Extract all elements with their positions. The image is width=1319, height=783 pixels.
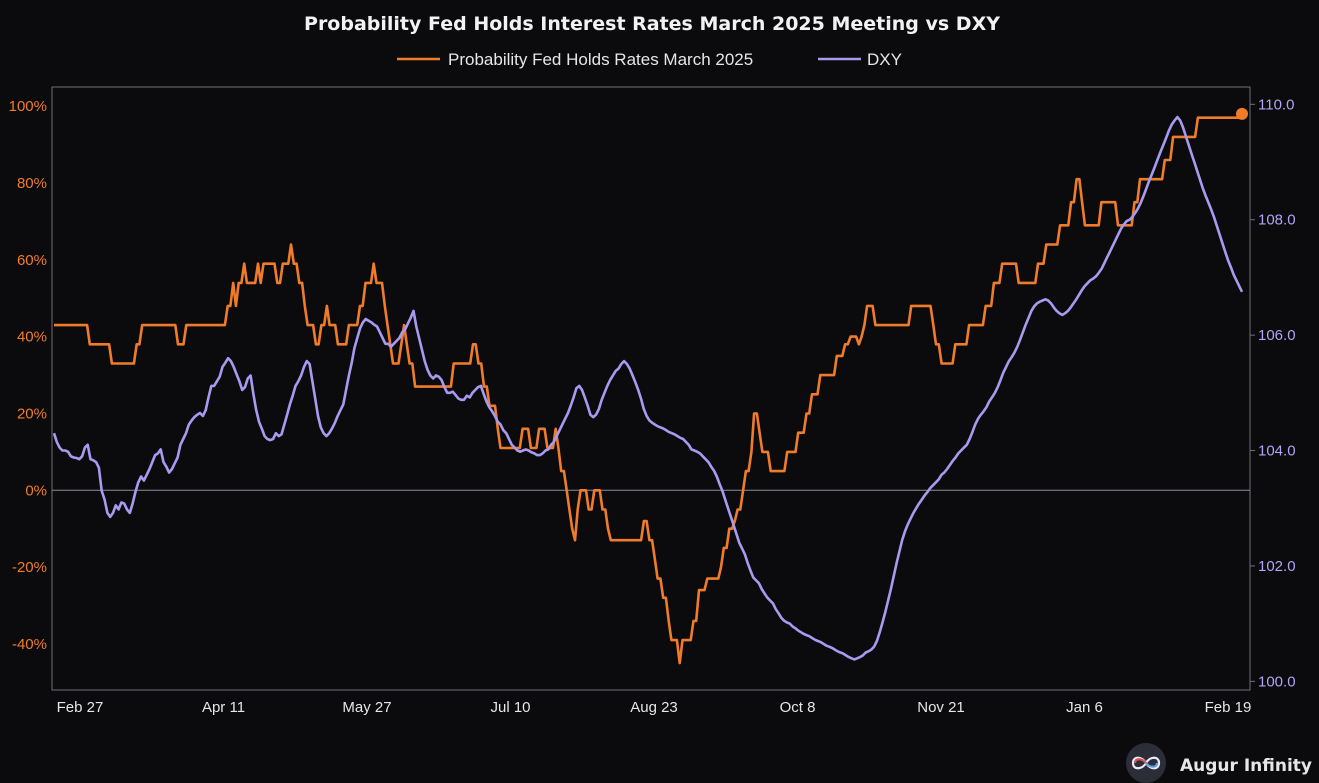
legend: Probability Fed Holds Rates March 2025 D…: [397, 50, 902, 69]
right-tick-label: 102.0: [1258, 558, 1296, 575]
probability-end-marker: [1236, 107, 1248, 120]
right-tick-label: 104.0: [1258, 443, 1296, 460]
series-lines: [52, 107, 1248, 665]
dxy-series-line: [52, 115, 1244, 661]
x-tick-label: Jan 6: [1066, 699, 1103, 716]
left-tick-label: 80%: [17, 175, 47, 192]
plot-border: [51, 86, 1251, 691]
legend-label-probability: Probability Fed Holds Rates March 2025: [448, 50, 753, 69]
x-tick-label: Apr 11: [202, 699, 245, 716]
x-tick-label: Oct 8: [780, 699, 816, 716]
left-tick-label: 20%: [17, 405, 47, 422]
right-tick-label: 108.0: [1258, 212, 1296, 229]
left-tick-label: -20%: [12, 559, 47, 576]
x-tick-label: Feb 27: [57, 699, 104, 716]
left-tick-label: 40%: [17, 329, 47, 346]
right-tick-label: 106.0: [1258, 327, 1296, 344]
x-tick-label: May 27: [342, 699, 391, 716]
left-tick-label: -40%: [12, 636, 47, 653]
left-axis: 100% 80% 60% 40% 20% 0% -20% -40%: [9, 98, 47, 653]
right-axis: 110.0 108.0 106.0 104.0 102.0 100.0: [1250, 96, 1296, 690]
x-tick-label: Nov 21: [917, 699, 965, 716]
x-tick-label: Feb 19: [1205, 699, 1252, 716]
brand-badge: Augur Infinity: [1126, 743, 1312, 783]
left-tick-label: 100%: [9, 98, 47, 115]
probability-series-line: [54, 113, 1244, 665]
legend-label-dxy: DXY: [867, 50, 902, 69]
plot-frame: [51, 86, 1251, 691]
right-tick-label: 100.0: [1258, 673, 1296, 690]
chart-title: Probability Fed Holds Interest Rates Mar…: [304, 13, 1000, 35]
left-tick-label: 0%: [25, 482, 47, 499]
x-tick-label: Jul 10: [490, 699, 530, 716]
right-tick-label: 110.0: [1258, 96, 1294, 113]
x-tick-label: Aug 23: [630, 699, 678, 716]
brand-name: Augur Infinity: [1180, 756, 1312, 776]
left-tick-label: 60%: [17, 252, 47, 269]
x-axis: Feb 27 Apr 11 May 27 Jul 10 Aug 23 Oct 8 Nov 2…: [57, 699, 1252, 716]
